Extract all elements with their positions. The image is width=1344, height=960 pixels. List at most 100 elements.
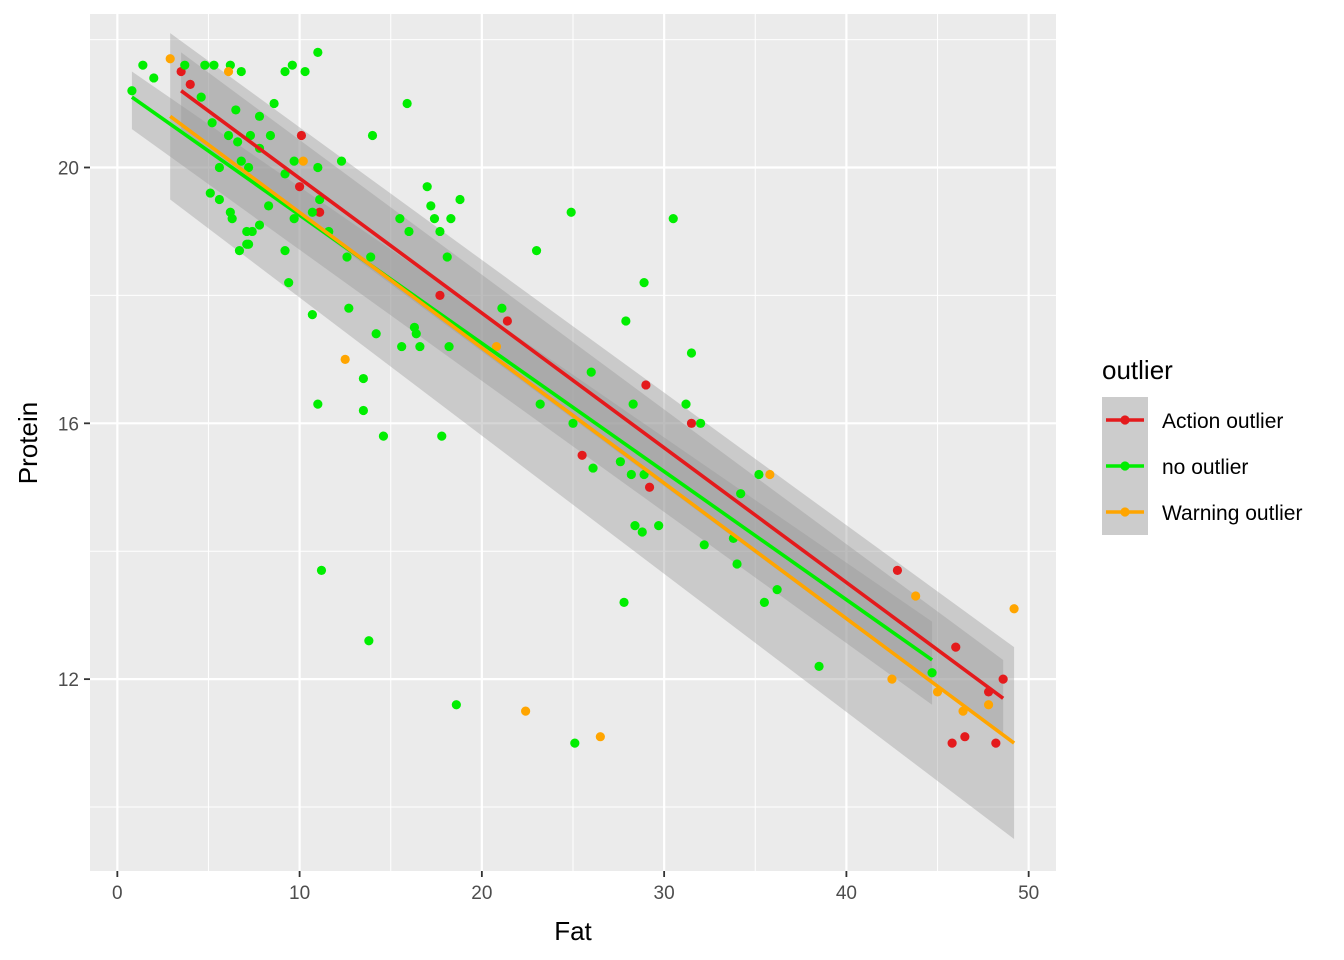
data-point xyxy=(344,303,354,313)
data-point xyxy=(207,118,217,128)
x-axis-ticks: 0 10 20 30 40 50 xyxy=(112,871,1039,904)
data-point xyxy=(644,482,655,492)
data-point xyxy=(535,399,545,409)
data-point xyxy=(814,661,824,671)
legend-label: no outlier xyxy=(1162,456,1248,479)
data-point xyxy=(765,469,775,480)
legend-label: Warning outlier xyxy=(1162,502,1302,525)
data-point xyxy=(442,252,452,262)
data-point xyxy=(497,303,507,313)
data-point xyxy=(214,162,225,173)
data-point xyxy=(269,98,279,109)
data-point xyxy=(340,354,350,364)
data-point xyxy=(296,130,307,141)
x-tick-label: 0 xyxy=(112,883,123,904)
y-tick-label: 12 xyxy=(58,670,79,691)
data-point xyxy=(628,399,638,409)
data-point xyxy=(615,457,625,467)
y-axis-ticks: 12 16 20 xyxy=(58,158,90,691)
data-point xyxy=(754,469,764,480)
data-point xyxy=(630,521,640,531)
data-point xyxy=(641,380,651,390)
data-point xyxy=(444,341,454,352)
data-point xyxy=(681,399,691,409)
data-point xyxy=(358,405,368,416)
data-point xyxy=(437,431,447,441)
data-point xyxy=(637,527,647,537)
legend-key-point xyxy=(1120,415,1130,425)
data-point xyxy=(422,182,432,192)
data-point xyxy=(451,700,461,710)
data-point xyxy=(639,278,649,288)
data-point xyxy=(887,674,897,684)
data-point xyxy=(264,201,274,211)
data-point xyxy=(254,220,265,230)
data-points xyxy=(127,47,1019,748)
data-point xyxy=(1009,604,1019,614)
data-point xyxy=(911,591,921,601)
data-point xyxy=(927,668,937,678)
data-point xyxy=(371,329,381,339)
data-point xyxy=(772,584,782,595)
data-point xyxy=(364,636,374,646)
data-point xyxy=(668,214,678,224)
data-point xyxy=(588,463,598,473)
data-point xyxy=(366,252,376,262)
data-point xyxy=(991,738,1001,748)
data-point xyxy=(243,239,254,249)
data-point xyxy=(236,66,246,77)
data-point xyxy=(426,201,436,211)
data-point xyxy=(200,60,210,70)
legend-key-point xyxy=(1120,461,1130,471)
data-point xyxy=(736,489,746,499)
data-point xyxy=(245,130,255,141)
data-point xyxy=(686,418,697,428)
data-point xyxy=(185,79,195,89)
data-point xyxy=(287,60,297,70)
data-point xyxy=(223,130,234,141)
data-point xyxy=(223,66,234,77)
data-point xyxy=(233,137,243,147)
data-point xyxy=(214,194,225,205)
data-point xyxy=(378,431,389,441)
y-axis-title: Protein xyxy=(13,402,43,484)
data-point xyxy=(570,738,580,748)
data-point xyxy=(180,60,190,70)
data-point xyxy=(149,73,159,83)
x-tick-label: 50 xyxy=(1018,883,1039,904)
data-point xyxy=(577,450,587,460)
data-point xyxy=(289,156,299,166)
data-point xyxy=(342,252,352,262)
data-point xyxy=(586,367,596,377)
data-point xyxy=(654,521,664,531)
data-point xyxy=(960,732,970,742)
data-point xyxy=(127,86,137,96)
y-tick-label: 20 xyxy=(58,158,79,179)
data-point xyxy=(455,194,465,205)
data-point xyxy=(247,226,257,237)
data-point xyxy=(243,162,254,173)
x-axis-title: Fat xyxy=(554,916,592,946)
legend: outlier Action outlier no outlier Warning … xyxy=(1102,355,1302,535)
data-point xyxy=(316,565,327,576)
y-tick-label: 16 xyxy=(58,414,79,435)
data-point xyxy=(502,316,512,326)
data-point xyxy=(307,309,317,320)
data-point xyxy=(415,341,425,352)
data-point xyxy=(313,162,323,173)
legend-title: outlier xyxy=(1102,355,1173,385)
data-point xyxy=(411,329,421,339)
data-point xyxy=(619,597,629,607)
data-point xyxy=(254,111,265,121)
data-point xyxy=(699,540,709,550)
data-point xyxy=(367,130,378,141)
fit-line xyxy=(180,89,1005,700)
data-point xyxy=(205,188,215,198)
data-point xyxy=(521,706,531,716)
data-point xyxy=(231,105,241,115)
data-point xyxy=(566,207,576,217)
data-point xyxy=(227,214,237,224)
fit-line xyxy=(130,95,934,662)
data-point xyxy=(395,214,405,224)
data-point xyxy=(300,66,310,77)
